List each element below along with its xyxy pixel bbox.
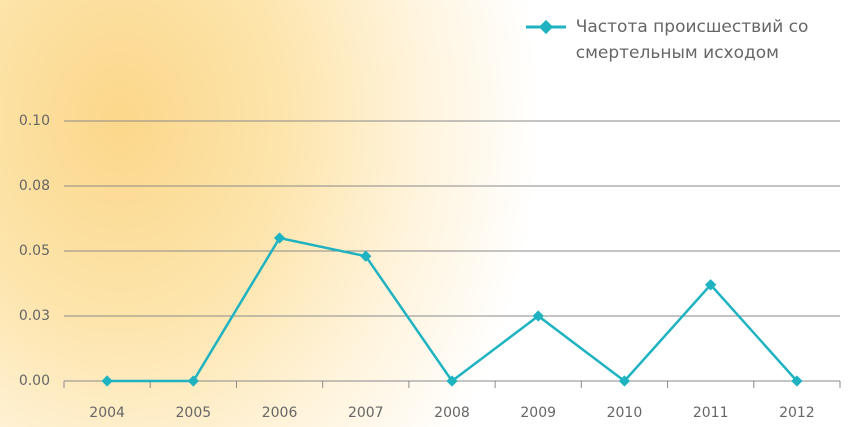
y-tick-label: 0.08 bbox=[19, 178, 50, 194]
x-tick-label: 2010 bbox=[607, 405, 643, 421]
data-point bbox=[618, 375, 631, 387]
data-point bbox=[187, 375, 199, 387]
x-tick-label: 2005 bbox=[176, 405, 212, 421]
data-point bbox=[273, 232, 286, 244]
x-tick-label: 2011 bbox=[693, 405, 729, 421]
x-tick-label: 2004 bbox=[89, 405, 125, 421]
x-tick-label: 2009 bbox=[520, 405, 556, 421]
legend-label: Частота происшествий со смертельным исхо… bbox=[575, 17, 809, 63]
series-line bbox=[107, 236, 798, 383]
data-point bbox=[705, 279, 717, 291]
x-tick-label: 2006 bbox=[262, 405, 298, 421]
data-point bbox=[101, 375, 113, 387]
legend-swatch bbox=[526, 19, 566, 35]
data-point bbox=[532, 310, 544, 322]
x-tick-label: 2007 bbox=[348, 405, 384, 421]
y-tick-label: 0.00 bbox=[19, 373, 50, 389]
data-point bbox=[360, 250, 372, 262]
legend-marker bbox=[538, 19, 554, 35]
y-tick-label: 0.05 bbox=[19, 243, 50, 259]
data-point bbox=[446, 375, 458, 387]
x-tick-label: 2008 bbox=[434, 405, 470, 421]
y-tick-label: 0.10 bbox=[19, 113, 50, 129]
y-tick-label: 0.03 bbox=[19, 308, 50, 324]
legend: Частота происшествий со смертельным исхо… bbox=[524, 14, 844, 66]
x-tick-label: 2012 bbox=[779, 405, 815, 421]
data-point bbox=[791, 375, 803, 387]
